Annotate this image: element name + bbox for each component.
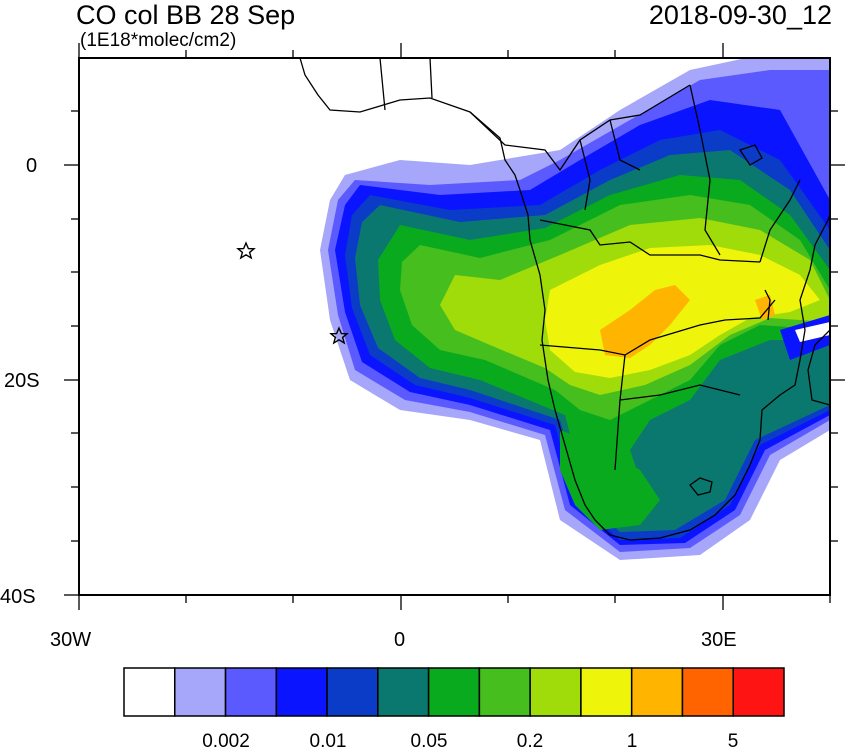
colorbar-swatch xyxy=(630,667,684,717)
border-6 xyxy=(579,119,641,211)
colorbar-label: 5 xyxy=(727,731,739,752)
lon-label-0: 0 xyxy=(394,629,406,651)
axis-ticks xyxy=(64,43,845,610)
colorbar-swatch xyxy=(123,667,176,717)
border-5 xyxy=(689,84,721,256)
markers xyxy=(236,241,349,345)
lesotho xyxy=(689,477,713,496)
lat-label-0: 0 xyxy=(26,155,38,177)
colorbar-swatch xyxy=(732,667,785,717)
border-3 xyxy=(539,299,776,356)
datetime-label: 2018-09-30_12 xyxy=(648,0,832,30)
map-title: CO col BB 28 Sep xyxy=(76,0,296,30)
colorbar-label: 0.002 xyxy=(202,731,250,752)
border-4 xyxy=(614,354,741,471)
colorbar xyxy=(123,667,785,717)
coastlines xyxy=(299,58,830,541)
colorbar-label: 0.2 xyxy=(516,731,544,752)
colorbar-swatch xyxy=(427,667,481,717)
plume-level-orange xyxy=(600,285,690,358)
africa-coastline xyxy=(299,58,830,541)
madagascar-coast xyxy=(807,329,830,406)
lat-label-40s: 40S xyxy=(0,586,36,608)
colorbar-swatch xyxy=(326,667,379,717)
colorbar-label: 1 xyxy=(626,731,638,752)
colorbar-swatch xyxy=(529,667,582,717)
colorbar-swatch xyxy=(580,667,633,717)
colorbar-swatch xyxy=(681,667,734,717)
lon-label-30w: 30W xyxy=(50,629,92,651)
units-label: (1E18*molec/cm2) xyxy=(80,30,237,51)
lon-label-30e: 30E xyxy=(701,629,737,651)
lake-malawi xyxy=(764,289,771,321)
star-icon xyxy=(329,326,349,345)
colorbar-swatch xyxy=(478,667,531,717)
colorbar-swatch xyxy=(377,667,430,717)
border-7 xyxy=(759,179,801,263)
colorbar-label: 0.05 xyxy=(410,731,448,752)
star-icon xyxy=(236,241,256,260)
lake-victoria xyxy=(738,144,763,166)
lat-label-20s: 20S xyxy=(4,370,40,392)
border-2 xyxy=(539,219,761,263)
colorbar-swatch xyxy=(275,667,328,717)
colorbar-swatch xyxy=(174,667,227,717)
colorbar-label: 0.01 xyxy=(309,731,347,752)
colorbar-swatch xyxy=(224,667,278,717)
co-plume xyxy=(320,58,830,560)
